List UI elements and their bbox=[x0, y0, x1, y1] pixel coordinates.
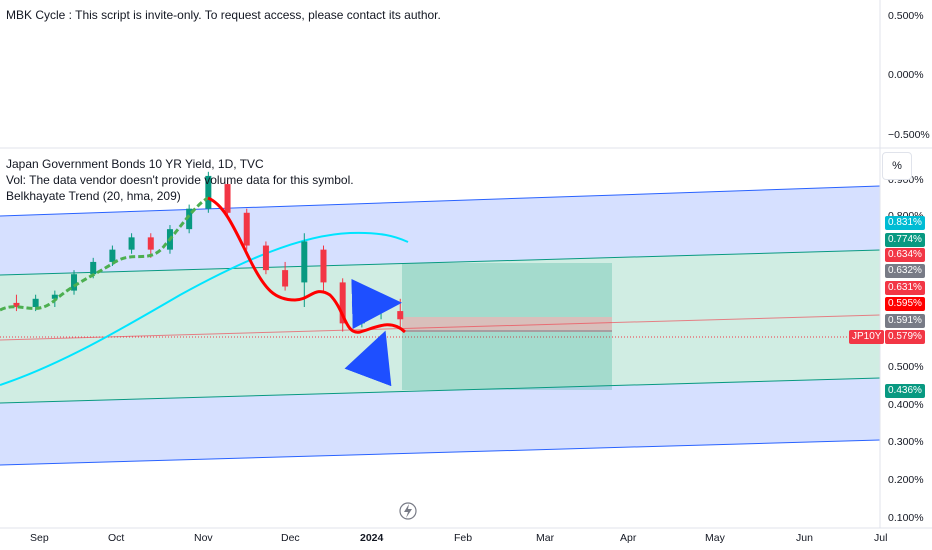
volume-legend: Vol: The data vendor doesn't provide vol… bbox=[6, 173, 354, 187]
inner-channel-bottom-line bbox=[0, 377, 881, 404]
time-axis-label: Dec bbox=[281, 532, 300, 544]
trend-line-up bbox=[0, 196, 209, 312]
time-axis-label: 2024 bbox=[360, 532, 384, 544]
candle-body[interactable] bbox=[224, 184, 231, 213]
candle-body[interactable] bbox=[243, 212, 250, 246]
price-axis-tick: 0.200% bbox=[888, 474, 924, 486]
long-position-target-zone[interactable] bbox=[402, 263, 612, 317]
inner-channel-top-line bbox=[0, 249, 881, 276]
price-badge: 0.831% bbox=[885, 216, 925, 230]
top-axis-tick: 0.500% bbox=[888, 10, 924, 22]
chart-title[interactable]: Japan Government Bonds 10 YR Yield, 1D, … bbox=[6, 157, 264, 171]
candle-body[interactable] bbox=[147, 237, 154, 250]
price-badge: 0.634% bbox=[885, 248, 925, 262]
price-axis-tick: 0.500% bbox=[888, 361, 924, 373]
candle-body[interactable] bbox=[378, 311, 385, 313]
indicator-pane bbox=[0, 0, 880, 148]
candle-body[interactable] bbox=[282, 270, 289, 287]
symbol-tag: JP10Y bbox=[849, 330, 885, 344]
time-axis-label: Jul bbox=[874, 532, 887, 544]
candle-body[interactable] bbox=[13, 302, 20, 307]
price-badge: 0.774% bbox=[885, 233, 925, 247]
outer-channel-top-line bbox=[0, 185, 881, 217]
candle-body[interactable] bbox=[358, 311, 365, 324]
candle-body[interactable] bbox=[320, 249, 327, 283]
bolt-icon[interactable] bbox=[399, 502, 417, 520]
time-axis-label: Apr bbox=[620, 532, 637, 544]
price-axis-tick: 0.100% bbox=[888, 512, 924, 524]
candle-body[interactable] bbox=[71, 274, 78, 291]
price-axis-tick: 0.400% bbox=[888, 399, 924, 411]
indicator-legend[interactable]: Belkhayate Trend (20, hma, 209) bbox=[6, 189, 181, 203]
candle-body[interactable] bbox=[51, 294, 58, 299]
candle-body[interactable] bbox=[339, 282, 346, 324]
mbk-cycle-legend: MBK Cycle : This script is invite-only. … bbox=[6, 8, 441, 22]
candle-body[interactable] bbox=[109, 249, 116, 262]
time-axis-label: May bbox=[705, 532, 726, 544]
time-axis-label: Oct bbox=[108, 532, 124, 544]
arrow-up[interactable] bbox=[344, 330, 392, 387]
price-badge: 0.579% bbox=[885, 330, 925, 344]
price-badge: 0.595% bbox=[885, 297, 925, 311]
candle-body[interactable] bbox=[90, 261, 97, 275]
percent-scale-button[interactable]: % bbox=[882, 152, 912, 180]
time-axis-label: Jun bbox=[796, 532, 813, 544]
price-axis-tick: 0.300% bbox=[888, 436, 924, 448]
outer-channel-bottom-line bbox=[0, 439, 881, 466]
long-position-stop-zone[interactable] bbox=[402, 317, 612, 332]
time-axis-label: Nov bbox=[194, 532, 213, 544]
time-axis-label: Feb bbox=[454, 532, 472, 544]
hma-long-curve bbox=[0, 231, 409, 386]
top-axis-tick: 0.000% bbox=[888, 69, 924, 81]
candle-body[interactable] bbox=[301, 241, 308, 283]
candle-body[interactable] bbox=[186, 208, 193, 230]
price-badge: 0.631% bbox=[885, 281, 925, 295]
price-badge: 0.591% bbox=[885, 314, 925, 328]
candle-body[interactable] bbox=[128, 237, 135, 250]
channel-mid-line bbox=[0, 314, 881, 341]
time-axis-label: Sep bbox=[30, 532, 49, 544]
top-axis-tick: −0.500% bbox=[888, 129, 930, 141]
price-badge: 0.436% bbox=[885, 384, 925, 398]
belkhayate-inner-channel bbox=[0, 250, 880, 403]
time-axis-label: Mar bbox=[536, 532, 555, 544]
candle-body[interactable] bbox=[32, 298, 39, 307]
price-badge: 0.632% bbox=[885, 264, 925, 278]
candle-body[interactable] bbox=[205, 175, 212, 209]
long-position-lower-zone[interactable] bbox=[402, 332, 612, 390]
candle-body[interactable] bbox=[262, 245, 269, 271]
arrow-right[interactable] bbox=[351, 279, 402, 329]
candle-body[interactable] bbox=[397, 311, 404, 320]
